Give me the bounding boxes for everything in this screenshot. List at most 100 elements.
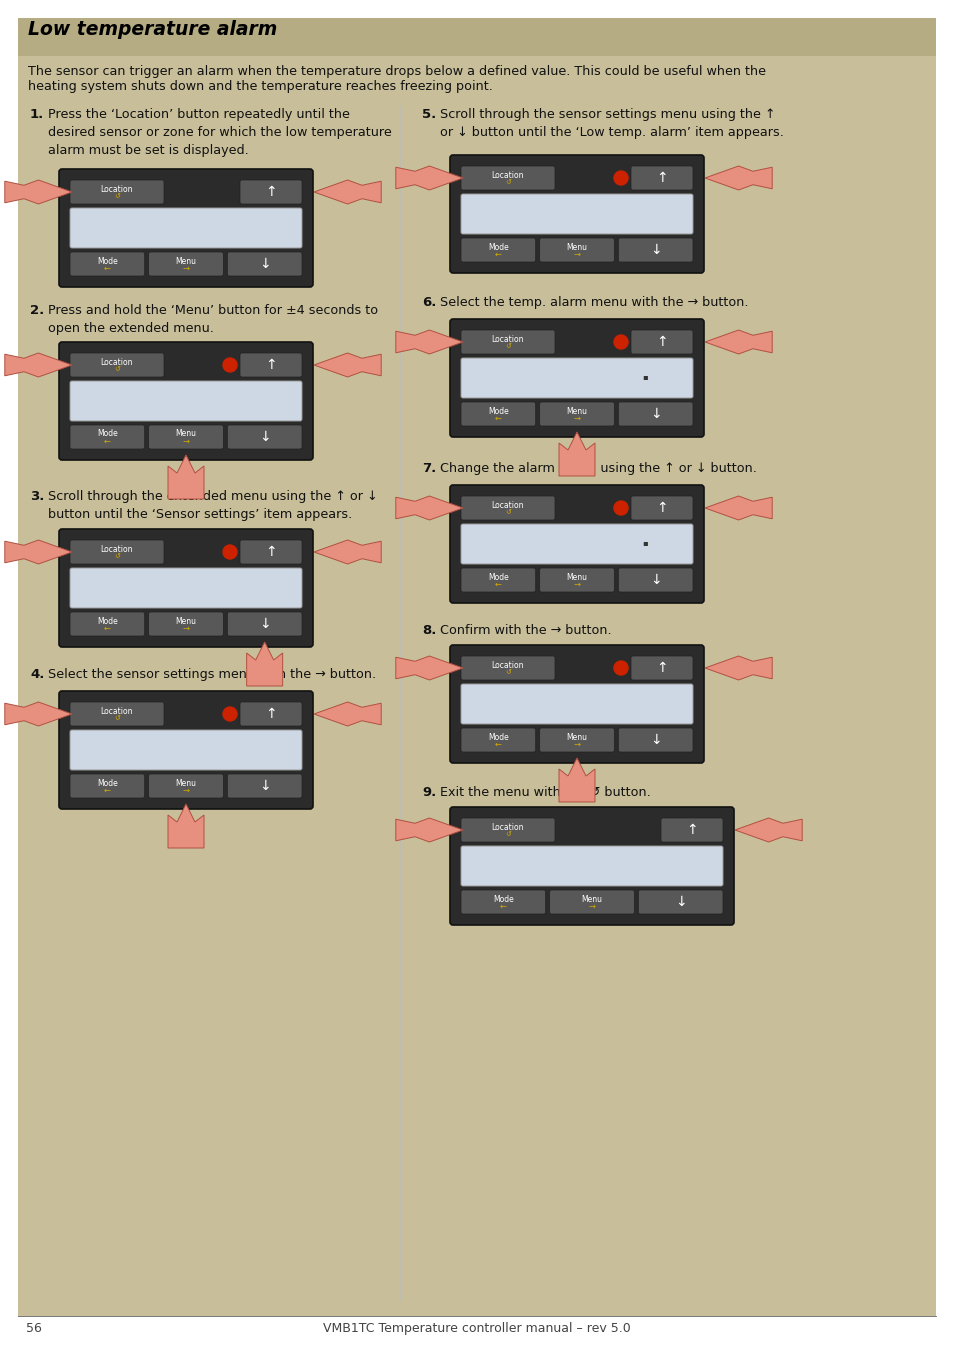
FancyBboxPatch shape [549,890,634,915]
Text: ↑: ↑ [265,707,276,721]
FancyBboxPatch shape [460,567,535,592]
FancyBboxPatch shape [240,540,302,563]
Text: ↑: ↑ [265,544,276,559]
Text: →: → [182,786,190,794]
FancyBboxPatch shape [618,567,692,592]
FancyBboxPatch shape [59,342,313,459]
FancyBboxPatch shape [460,166,555,190]
FancyBboxPatch shape [70,730,302,770]
Circle shape [223,544,236,559]
Text: Scroll through the sensor settings menu using the ↑
or ↓ button until the ‘Low t: Scroll through the sensor settings menu … [439,108,783,139]
Text: ▪: ▪ [642,372,647,381]
Text: Location: Location [491,501,524,511]
Polygon shape [704,166,771,190]
FancyBboxPatch shape [149,253,223,276]
Text: ▪: ▪ [642,538,647,547]
Text: ↓: ↓ [258,257,271,272]
FancyBboxPatch shape [660,817,722,842]
Text: 5.: 5. [421,108,436,122]
Text: ←: ← [104,786,111,794]
FancyBboxPatch shape [70,703,164,725]
FancyBboxPatch shape [240,703,302,725]
Text: →: → [573,413,579,423]
FancyBboxPatch shape [460,358,692,399]
FancyBboxPatch shape [450,155,703,273]
FancyBboxPatch shape [450,319,703,436]
Text: Menu: Menu [581,894,602,904]
FancyBboxPatch shape [460,657,555,680]
Text: Exit the menu with the ↺ button.: Exit the menu with the ↺ button. [439,786,650,798]
FancyBboxPatch shape [450,807,733,925]
Text: The sensor can trigger an alarm when the temperature drops below a defined value: The sensor can trigger an alarm when the… [28,65,765,78]
Text: Menu: Menu [566,242,587,251]
FancyBboxPatch shape [149,774,223,798]
Text: →: → [573,250,579,259]
Text: ←: ← [104,263,111,273]
Text: 56: 56 [26,1323,42,1335]
FancyBboxPatch shape [460,817,555,842]
FancyBboxPatch shape [227,612,302,636]
Text: ↓: ↓ [258,430,271,444]
Text: ↑: ↑ [656,501,667,515]
Text: Mode: Mode [97,616,117,626]
FancyBboxPatch shape [450,485,703,603]
Circle shape [614,501,627,515]
Text: ↺: ↺ [114,366,120,373]
Text: ↓: ↓ [649,407,660,422]
Text: Menu: Menu [566,407,587,416]
FancyBboxPatch shape [70,540,164,563]
FancyBboxPatch shape [539,728,614,753]
Text: Scroll through the extended menu using the ↑ or ↓
button until the ‘Sensor setti: Scroll through the extended menu using t… [48,490,377,521]
Circle shape [614,661,627,676]
FancyBboxPatch shape [460,238,535,262]
Polygon shape [395,330,462,354]
Text: Location: Location [101,707,133,716]
Text: 8.: 8. [421,624,436,638]
Polygon shape [704,496,771,520]
Text: Menu: Menu [566,573,587,581]
Polygon shape [5,540,71,563]
FancyBboxPatch shape [539,403,614,426]
Text: ↑: ↑ [685,823,697,838]
FancyBboxPatch shape [70,353,164,377]
Text: ↓: ↓ [258,617,271,631]
FancyBboxPatch shape [460,524,692,563]
Text: Mode: Mode [487,573,508,581]
Text: 7.: 7. [421,462,436,476]
Polygon shape [395,657,462,680]
Polygon shape [395,166,462,190]
Text: ↑: ↑ [265,185,276,199]
Text: Menu: Menu [175,616,196,626]
Text: ↺: ↺ [504,180,511,185]
Bar [18,18,935,55]
Text: ↺: ↺ [114,716,120,721]
FancyBboxPatch shape [227,253,302,276]
Text: 3.: 3. [30,490,45,503]
FancyBboxPatch shape [70,426,145,449]
FancyBboxPatch shape [460,846,722,886]
Text: Mode: Mode [493,894,513,904]
FancyBboxPatch shape [450,644,703,763]
Polygon shape [5,353,71,377]
Text: ↑: ↑ [265,358,276,372]
Text: Select the sensor settings menu with the → button.: Select the sensor settings menu with the… [48,667,375,681]
Text: Location: Location [101,185,133,195]
Polygon shape [5,180,71,204]
Polygon shape [558,758,595,802]
Text: →: → [182,624,190,632]
FancyBboxPatch shape [460,728,535,753]
Text: Mode: Mode [97,778,117,788]
Text: Menu: Menu [175,778,196,788]
Text: Location: Location [101,358,133,367]
FancyBboxPatch shape [70,774,145,798]
FancyBboxPatch shape [460,403,535,426]
FancyBboxPatch shape [460,684,692,724]
Text: Location: Location [491,823,524,832]
Text: Mode: Mode [487,242,508,251]
FancyBboxPatch shape [539,238,614,262]
Text: →: → [182,263,190,273]
Circle shape [614,335,627,349]
FancyBboxPatch shape [630,657,692,680]
Text: 1.: 1. [30,108,44,122]
Circle shape [614,172,627,185]
